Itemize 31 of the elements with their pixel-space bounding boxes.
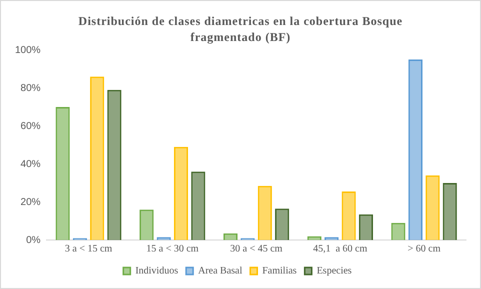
bar — [90, 76, 104, 240]
y-tick-label: 20% — [20, 196, 41, 208]
bar — [174, 146, 188, 240]
x-tick-label: 15 a < 30 cm — [146, 244, 199, 255]
y-tick-label: 60% — [20, 120, 41, 132]
bar — [140, 210, 154, 240]
legend-label: Especies — [316, 266, 352, 277]
bar — [56, 107, 70, 240]
bar — [223, 233, 238, 240]
y-tick-label: 0% — [26, 234, 41, 246]
bar — [426, 175, 440, 240]
bar — [408, 60, 423, 240]
legend-label: Area Basal — [198, 266, 242, 277]
x-tick-label: > 60 cm — [408, 244, 441, 255]
bar — [258, 186, 272, 240]
x-tick-label: 3 a < 15 cm — [64, 244, 112, 255]
bar — [358, 214, 374, 240]
chart-title: Distribución de clases diametricas en la cobertura Bosque fragmentado (BF) — [77, 13, 404, 45]
bar — [107, 90, 122, 240]
x-tick-label: 30 a < 45 cm — [230, 244, 283, 255]
y-tick-label: 80% — [20, 82, 41, 94]
bar — [342, 192, 356, 240]
bar — [275, 208, 290, 240]
bar — [442, 183, 457, 240]
legend-label: Individuos — [135, 266, 178, 277]
legend-label: Familias — [262, 266, 297, 277]
bar — [191, 172, 206, 240]
y-tick-label: 100% — [15, 44, 41, 56]
bar — [307, 236, 322, 240]
x-tick-label: 45,1 a 60 cm — [313, 244, 368, 255]
y-tick-label: 40% — [20, 158, 41, 170]
